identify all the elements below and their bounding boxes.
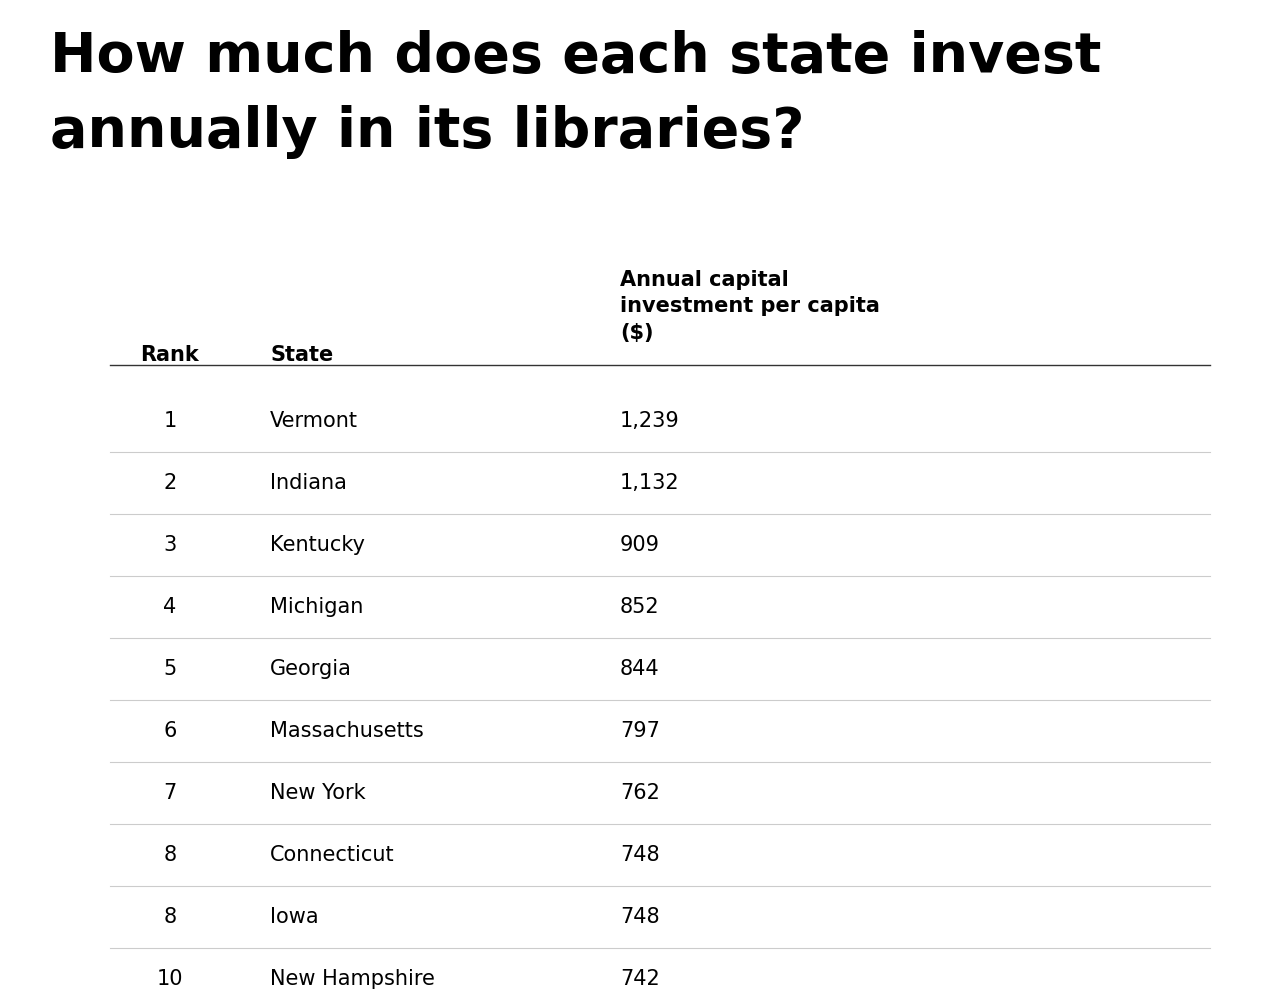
- Text: 3: 3: [163, 535, 177, 555]
- Text: 1,239: 1,239: [621, 411, 680, 431]
- Text: 762: 762: [621, 783, 660, 803]
- Text: 852: 852: [621, 597, 660, 617]
- Text: 1,132: 1,132: [621, 473, 680, 493]
- Text: Rank: Rank: [140, 345, 200, 365]
- Text: Annual capital
investment per capita
($): Annual capital investment per capita ($): [621, 270, 880, 343]
- Text: annually in its libraries?: annually in its libraries?: [51, 105, 804, 159]
- Text: Michigan: Michigan: [270, 597, 363, 617]
- Text: 2: 2: [163, 473, 177, 493]
- Text: New Hampshire: New Hampshire: [270, 969, 435, 989]
- Text: 748: 748: [621, 845, 660, 865]
- Text: 7: 7: [163, 783, 177, 803]
- Text: 4: 4: [163, 597, 177, 617]
- Text: 5: 5: [163, 659, 177, 679]
- Text: Iowa: Iowa: [270, 907, 319, 927]
- Text: State: State: [270, 345, 334, 365]
- Text: 10: 10: [157, 969, 183, 989]
- Text: 6: 6: [163, 721, 177, 741]
- Text: Georgia: Georgia: [270, 659, 351, 679]
- Text: New York: New York: [270, 783, 365, 803]
- Text: 1: 1: [163, 411, 177, 431]
- Text: 844: 844: [621, 659, 660, 679]
- Text: Connecticut: Connecticut: [270, 845, 394, 865]
- Text: 797: 797: [621, 721, 660, 741]
- Text: 748: 748: [621, 907, 660, 927]
- Text: How much does each state invest: How much does each state invest: [51, 30, 1101, 84]
- Text: Kentucky: Kentucky: [270, 535, 365, 555]
- Text: Vermont: Vermont: [270, 411, 358, 431]
- Text: 8: 8: [163, 907, 177, 927]
- Text: Massachusetts: Massachusetts: [270, 721, 423, 741]
- Text: Indiana: Indiana: [270, 473, 346, 493]
- Text: 8: 8: [163, 845, 177, 865]
- Text: 742: 742: [621, 969, 660, 989]
- Text: 909: 909: [621, 535, 660, 555]
